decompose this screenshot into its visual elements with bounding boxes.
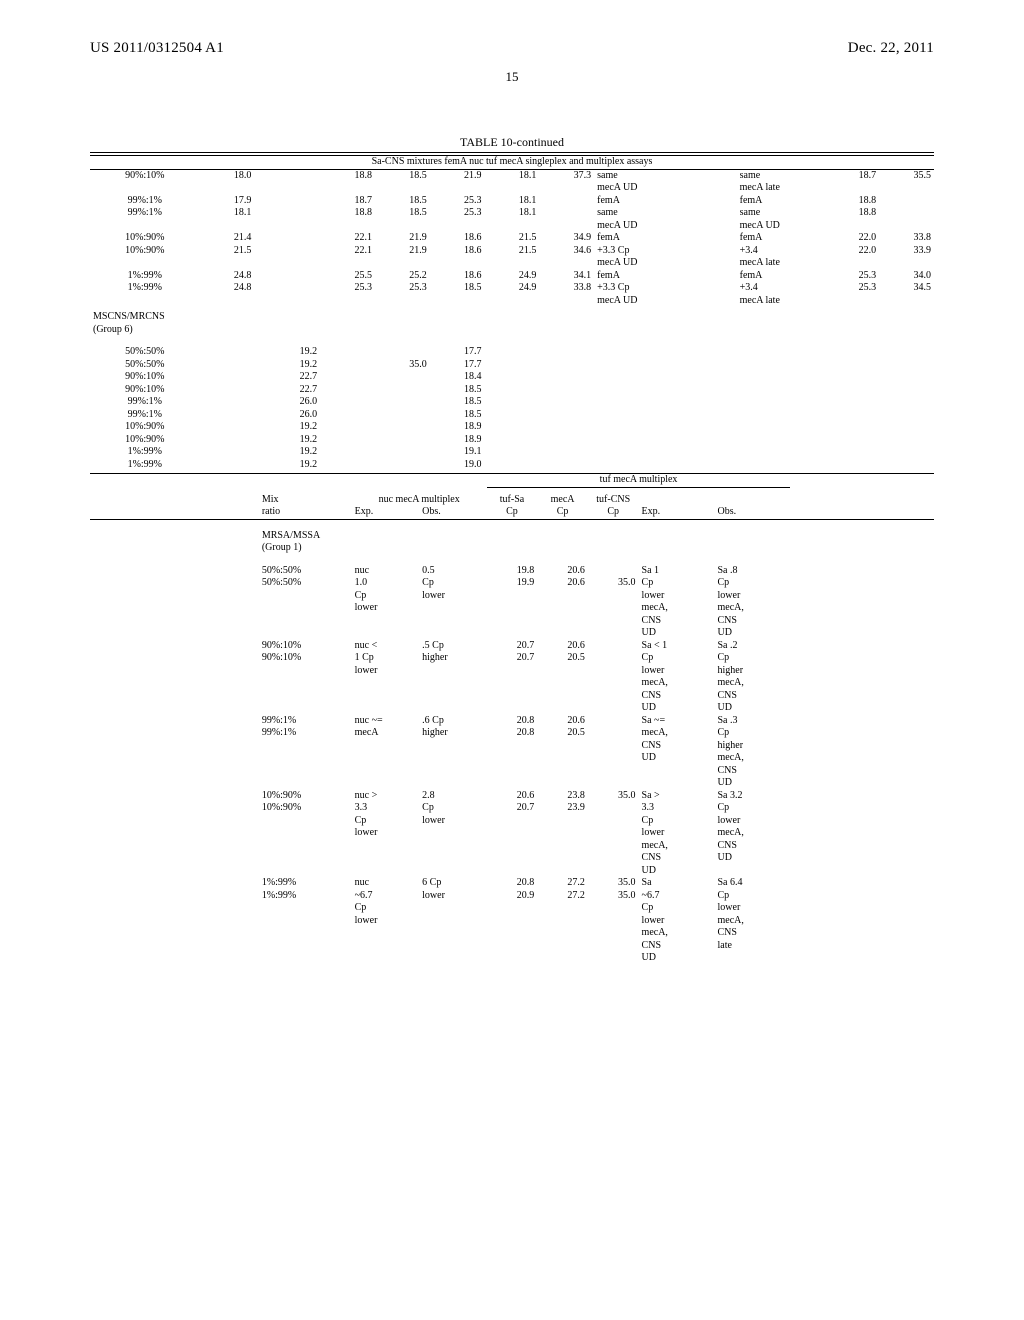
table-row: 10%:90%3.3Cp20.723.93.3Cp (90, 802, 934, 815)
table-row: 50%:50%nuc0.519.820.6Sa 1Sa .8 (90, 565, 934, 578)
table-row: UDmecA, (90, 752, 934, 765)
tuf-meca-multiplex-header: tuf mecA multiplex (487, 474, 791, 487)
table-row: 1%:99%nuc6 Cp20.827.235.0SaSa 6.4 (90, 877, 934, 890)
hdr-cp2: Cp (537, 506, 588, 519)
table-row: UD (90, 952, 934, 965)
table-row: CplowerCplower (90, 815, 934, 828)
table-row: mecA UDmecA UD (90, 220, 934, 233)
table-row: 50%:50%19.217.7 (90, 346, 934, 359)
table-row: 99%:1%17.918.718.525.318.1femAfemA18.8 (90, 195, 934, 208)
table-row: mecA,mecA, (90, 677, 934, 690)
hdr-obs1: Obs. (419, 506, 487, 519)
table-10-bottom: tuf mecA multiplex Mix nuc mecA multiple… (90, 474, 934, 965)
hdr-tuf-cns: tuf-CNS (588, 494, 639, 507)
table-row: 10%:90%19.218.9 (90, 421, 934, 434)
table-row: mecA UDmecA late (90, 257, 934, 270)
page-header: US 2011/0312504 A1 Dec. 22, 2011 (90, 40, 934, 57)
table-row: 1%:99%~6.7lower20.927.235.0~6.7Cp (90, 890, 934, 903)
table-row: 50%:50%1.0Cp19.920.635.0CpCp (90, 577, 934, 590)
hdr-exp2: Exp. (639, 506, 715, 519)
hdr-meca: mecA (537, 494, 588, 507)
table-row: CNSCNS (90, 690, 934, 703)
hdr-cp3: Cp (588, 506, 639, 519)
table-title: TABLE 10-continued (90, 135, 934, 150)
page-number: 15 (90, 69, 934, 85)
hdr-tuf-sa: tuf-Sa (487, 494, 538, 507)
table-row: 90%:10%22.718.4 (90, 371, 934, 384)
table-row: lowerlowermecA, (90, 915, 934, 928)
table-row: 90%:10%nuc <.5 Cp20.720.6Sa < 1Sa .2 (90, 640, 934, 653)
table-subtitle: Sa-CNS mixtures femA nuc tuf mecA single… (90, 156, 934, 170)
table-row: CNSCNS (90, 615, 934, 628)
table-row: 10%:90%21.522.121.918.621.534.6+3.3 Cp+3… (90, 245, 934, 258)
table-row: Cplowerlowerlower (90, 590, 934, 603)
table-row: lowermecA,mecA, (90, 602, 934, 615)
table-row: 99%:1%mecAhigher20.820.5mecA,Cp (90, 727, 934, 740)
group1-label-row: MRSA/MSSA(Group 1) (90, 526, 934, 559)
hdr-exp1: Exp. (352, 506, 420, 519)
table-row: CNSlate (90, 940, 934, 953)
table-row: CNShigher (90, 740, 934, 753)
hdr-obs2: Obs. (715, 506, 791, 519)
group6-label-row: MSCNS/MRCNS(Group 6) (90, 307, 934, 340)
publication-number: US 2011/0312504 A1 (90, 40, 224, 57)
table-row: CNSUD (90, 852, 934, 865)
table-row: mecA,CNS (90, 927, 934, 940)
table-row: 90%:10%18.018.818.521.918.137.3samesame1… (90, 169, 934, 182)
table-row: UD (90, 777, 934, 790)
table-row: 99%:1%26.018.5 (90, 396, 934, 409)
table-row: CNS (90, 765, 934, 778)
table-row: mecA UDmecA late (90, 182, 934, 195)
table-row: 1%:99%24.825.525.218.624.934.1femAfemA25… (90, 270, 934, 283)
table-row: UDUD (90, 627, 934, 640)
table-row: CpCplower (90, 902, 934, 915)
hdr-mix: Mix (259, 494, 352, 507)
table-row: 50%:50%19.235.017.7 (90, 359, 934, 372)
table-row: lowerlowermecA, (90, 827, 934, 840)
table-10-top: Sa-CNS mixtures femA nuc tuf mecA single… (90, 152, 934, 474)
table-row: 90%:10%22.718.5 (90, 384, 934, 397)
table-row: 90%:10%1 Cphigher20.720.5CpCp (90, 652, 934, 665)
table-row: UD (90, 865, 934, 878)
table-row: 10%:90%nuc >2.820.623.835.0Sa >Sa 3.2 (90, 790, 934, 803)
hdr-nuc-meca: nuc mecA multiplex (352, 494, 487, 507)
table-row: 1%:99%19.219.1 (90, 446, 934, 459)
hdr-cp1: Cp (487, 506, 538, 519)
table-row: 99%:1%nuc ~=.6 Cp20.820.6Sa ~=Sa .3 (90, 715, 934, 728)
hdr-ratio: ratio (259, 506, 352, 519)
table-row: lowerlowerhigher (90, 665, 934, 678)
table-row: 1%:99%19.219.0 (90, 459, 934, 472)
table-row: 99%:1%26.018.5 (90, 409, 934, 422)
table-row: mecA,CNS (90, 840, 934, 853)
table-row: 1%:99%24.825.325.318.524.933.8+3.3 Cp+3.… (90, 282, 934, 295)
table-row: 99%:1%18.118.818.525.318.1samesame18.8 (90, 207, 934, 220)
table-row: 10%:90%21.422.121.918.621.534.9femAfemA2… (90, 232, 934, 245)
table-row: UDUD (90, 702, 934, 715)
table-row: mecA UDmecA late (90, 295, 934, 308)
publication-date: Dec. 22, 2011 (848, 40, 934, 57)
table-row: 10%:90%19.218.9 (90, 434, 934, 447)
